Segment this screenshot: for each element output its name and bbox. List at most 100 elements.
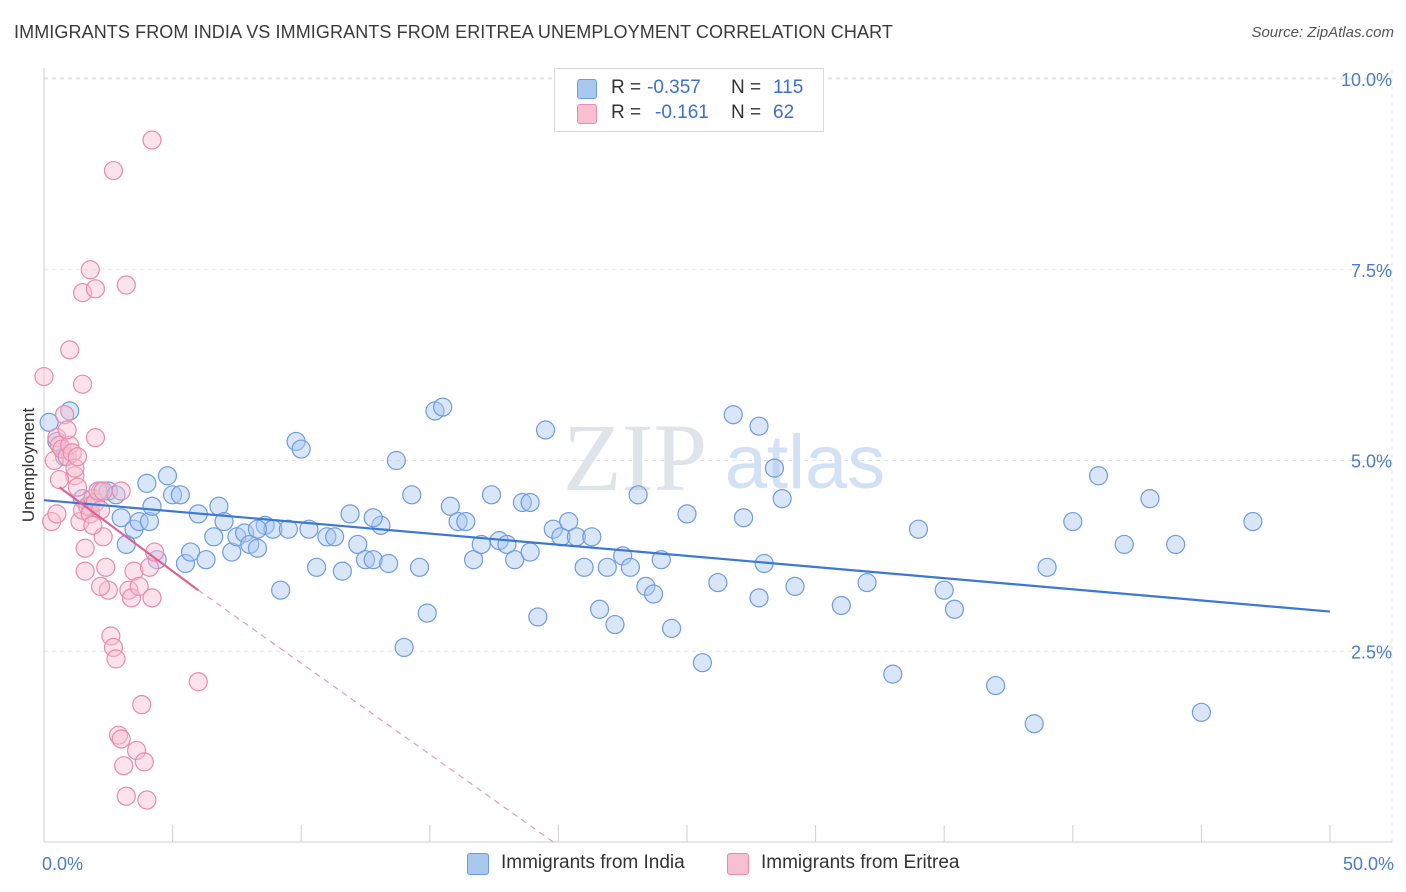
eritrea-trend-extension	[197, 589, 554, 843]
india-point	[348, 534, 368, 555]
eritrea-point	[142, 588, 162, 608]
grid-lines	[44, 70, 1393, 842]
eritrea-point	[67, 477, 88, 497]
india-point	[271, 580, 291, 600]
india-point	[363, 550, 383, 570]
india-point	[170, 485, 190, 505]
eritrea-point	[85, 279, 106, 299]
india-point	[692, 653, 713, 673]
india-point	[142, 496, 162, 516]
india-point	[643, 584, 664, 604]
eritrea-point	[85, 428, 106, 448]
india-trend-line	[43, 499, 1331, 613]
eritrea-point	[44, 450, 64, 471]
eritrea-point	[67, 447, 88, 467]
series-india-points	[39, 397, 1263, 734]
eritrea-point	[88, 481, 108, 501]
eritrea-point	[72, 283, 93, 303]
india-point	[1140, 489, 1160, 509]
eritrea-point	[129, 576, 149, 596]
india-point	[723, 405, 743, 425]
india-point	[181, 542, 201, 562]
india-point	[1166, 534, 1186, 555]
india-point	[247, 519, 268, 539]
india-point	[278, 519, 298, 539]
india-point	[409, 557, 430, 577]
eritrea-point	[60, 340, 80, 360]
eritrea-point	[142, 130, 162, 150]
india-point	[934, 580, 954, 600]
india-point	[1063, 511, 1083, 532]
india-point	[574, 557, 594, 577]
india-point	[908, 519, 929, 539]
eritrea-point	[60, 435, 80, 455]
india-point	[204, 527, 224, 547]
eritrea-point	[121, 588, 142, 608]
india-point	[363, 508, 383, 528]
india-point	[520, 492, 540, 513]
india-point	[291, 439, 311, 459]
india-point	[340, 504, 360, 524]
india-point	[325, 527, 345, 547]
india-point	[582, 527, 602, 547]
india-point	[505, 550, 525, 570]
india-n-value: 115	[773, 77, 804, 98]
india-point	[139, 511, 160, 532]
india-point	[1024, 714, 1044, 734]
x-tick-label: 50.0%	[1343, 854, 1394, 874]
india-point	[332, 561, 352, 581]
y-axis-label: Unemployment	[19, 408, 38, 523]
india-point	[661, 618, 682, 638]
india-point	[535, 420, 556, 440]
eritrea-point	[126, 740, 147, 761]
india-point	[543, 519, 563, 539]
india-point	[1088, 466, 1109, 486]
india-r-label: R =	[611, 77, 642, 98]
india-point	[520, 542, 540, 562]
india-point	[39, 412, 59, 432]
india-point	[163, 485, 183, 505]
eritrea-point	[116, 786, 136, 806]
eritrea-r-value: -0.161	[655, 102, 709, 123]
y-tick-label: 2.5%	[1351, 642, 1392, 662]
india-point	[379, 553, 399, 574]
eritrea-trend-line	[58, 486, 199, 592]
india-point	[106, 485, 126, 505]
eritrea-point	[75, 538, 95, 558]
india-point	[60, 401, 80, 421]
axes	[43, 68, 1392, 843]
india-point	[247, 538, 268, 558]
india-point	[677, 504, 697, 524]
eritrea-point	[132, 695, 152, 715]
india-point	[222, 542, 242, 562]
tick-labels: 2.5% 5.0% 7.5% 10.0% 0.0% 50.0%	[42, 70, 1394, 874]
legend-india-swatch	[467, 853, 489, 875]
india-point	[137, 473, 157, 493]
india-point	[463, 550, 484, 570]
india-r-value: -0.357	[647, 77, 701, 98]
india-point	[512, 492, 532, 513]
eritrea-point	[137, 790, 157, 810]
eritrea-point	[57, 447, 77, 467]
eritrea-point	[106, 649, 126, 669]
india-point	[831, 595, 851, 616]
eritrea-point	[188, 672, 208, 692]
india-point	[448, 511, 468, 532]
watermark-atlas: atlas	[725, 420, 886, 505]
india-point	[481, 485, 502, 505]
india-point	[749, 588, 769, 608]
x-tick-label: 0.0%	[42, 854, 83, 874]
india-point	[733, 508, 754, 528]
india-point	[355, 550, 376, 570]
india-point	[1037, 557, 1057, 577]
india-point	[157, 466, 178, 486]
eritrea-point	[124, 561, 144, 581]
eritrea-point	[62, 443, 82, 463]
eritrea-point	[103, 160, 124, 181]
eritrea-n-value: 62	[773, 102, 795, 123]
eritrea-point	[65, 458, 85, 478]
eritrea-point	[119, 580, 139, 600]
india-point	[394, 637, 414, 658]
india-point	[605, 614, 625, 635]
